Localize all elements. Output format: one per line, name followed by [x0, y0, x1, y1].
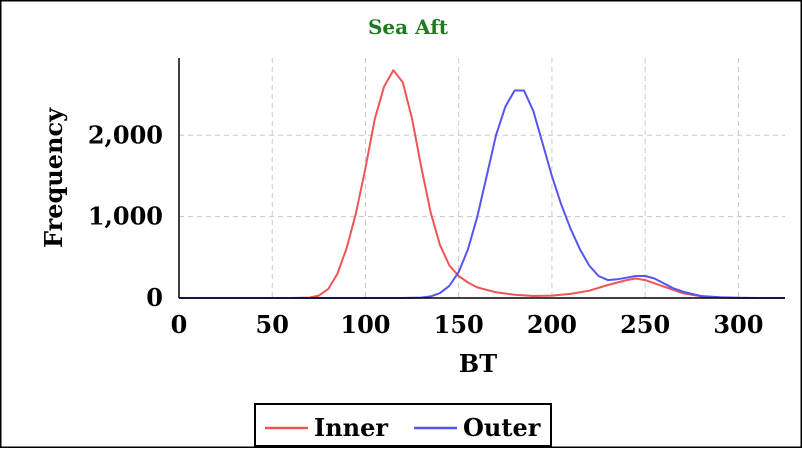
y-tick-label: 0: [146, 283, 163, 312]
x-tick-label: 150: [434, 310, 484, 339]
x-tick-label: 300: [713, 310, 763, 339]
x-tick-labels: 0 50 100 150 200 250 300: [171, 310, 764, 339]
grid-lines: [179, 58, 785, 298]
legend-label-inner: Inner: [314, 413, 388, 442]
y-tick-label: 2,000: [88, 120, 163, 149]
axes: [178, 58, 785, 299]
x-tick-label: 50: [256, 310, 289, 339]
x-tick-label: 100: [340, 310, 390, 339]
y-tick-labels: 0 1,000 2,000: [88, 120, 163, 312]
legend-box: [254, 403, 552, 447]
x-tick-label: 200: [527, 310, 577, 339]
x-tick-label: 0: [171, 310, 188, 339]
series-line-inner: [179, 69, 785, 299]
y-tick-label: 1,000: [88, 202, 163, 231]
series-layer: [179, 69, 785, 299]
chart-title: Sea Aft: [368, 15, 449, 39]
x-tick-label: 250: [620, 310, 670, 339]
legend: Inner Outer: [254, 403, 552, 447]
y-axis-label: Frequency: [39, 107, 68, 248]
series-line-outer: [179, 89, 785, 299]
x-axis-label: BT: [459, 349, 497, 378]
legend-label-outer: Outer: [463, 413, 541, 442]
